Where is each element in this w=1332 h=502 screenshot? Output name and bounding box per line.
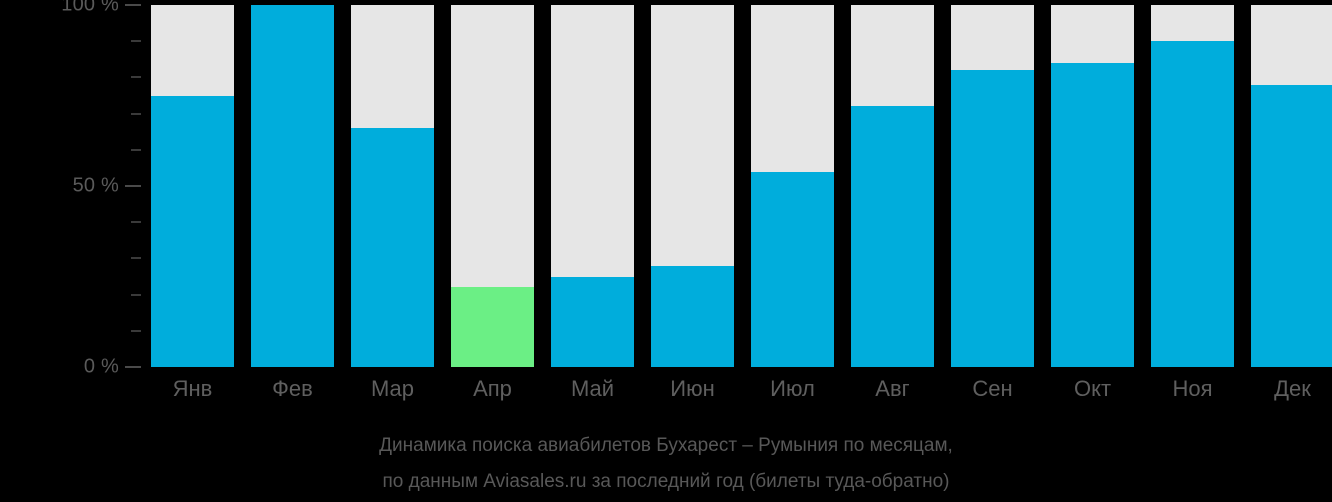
y-tick-minor xyxy=(131,257,141,260)
bar-fill[interactable] xyxy=(351,128,434,367)
bar-column[interactable] xyxy=(251,5,334,367)
caption-line-1: Динамика поиска авиабилетов Бухарест – Р… xyxy=(379,435,953,456)
bar-fill[interactable] xyxy=(251,5,334,367)
bar-fill[interactable] xyxy=(1151,41,1234,367)
bar-fill[interactable] xyxy=(951,70,1034,367)
y-axis-label: 50 % xyxy=(72,174,119,197)
bar-fill[interactable] xyxy=(1251,84,1332,367)
x-axis-label: Дек xyxy=(1274,376,1311,401)
y-tick-minor xyxy=(131,221,141,224)
bar-fill[interactable] xyxy=(651,265,734,367)
y-tick-major xyxy=(125,366,141,368)
x-axis-label: Май xyxy=(570,376,615,401)
bar-column[interactable] xyxy=(1151,5,1234,367)
bar-column[interactable] xyxy=(351,5,434,367)
y-tick-minor xyxy=(131,329,141,332)
bar-column[interactable] xyxy=(851,5,934,367)
x-axis-label: Июн xyxy=(670,376,715,401)
bar-fill[interactable] xyxy=(1051,62,1134,367)
x-axis-label: Апр xyxy=(473,376,512,401)
y-axis-label: 100 % xyxy=(61,0,119,16)
x-axis-label: Янв xyxy=(172,376,213,401)
x-axis-label: Авг xyxy=(875,376,910,401)
bar-column[interactable] xyxy=(751,5,834,367)
x-axis-label: Ноя xyxy=(1172,376,1213,401)
bar-fill[interactable] xyxy=(851,106,934,367)
chart-caption: Динамика поиска авиабилетов Бухарест – Р… xyxy=(0,428,1332,500)
y-tick-minor xyxy=(131,40,141,43)
bar-column[interactable] xyxy=(951,5,1034,367)
bar-column[interactable] xyxy=(451,5,534,367)
y-tick-minor xyxy=(131,112,141,115)
bar-fill[interactable] xyxy=(151,95,234,367)
x-axis-label: Июл xyxy=(770,376,815,401)
caption-line-2: по данным Aviasales.ru за последний год … xyxy=(382,471,950,492)
bar-column[interactable] xyxy=(551,5,634,367)
x-axis: Янв Фев Мар Апр Май Июн Июл Авг Сен Окт Ноя Дек xyxy=(151,376,1332,416)
plot-area xyxy=(151,5,1332,367)
bar-column[interactable] xyxy=(651,5,734,367)
x-axis-label: Фев xyxy=(272,376,313,401)
y-axis: 100 % 50 % 0 % xyxy=(0,0,141,380)
bar-column[interactable] xyxy=(151,5,234,367)
y-tick-major xyxy=(125,4,141,6)
y-tick-minor xyxy=(131,76,141,79)
bar-fill[interactable] xyxy=(551,276,634,367)
x-axis-label: Мар xyxy=(370,376,415,401)
y-tick-major xyxy=(125,185,141,187)
y-tick-minor xyxy=(131,293,141,296)
bar-column[interactable] xyxy=(1251,5,1332,367)
bar-fill[interactable] xyxy=(451,287,534,367)
y-axis-label: 0 % xyxy=(83,355,119,378)
x-axis-label: Сен xyxy=(972,376,1013,401)
y-tick-minor xyxy=(131,148,141,151)
x-axis-label: Окт xyxy=(1073,376,1112,401)
bar-fill[interactable] xyxy=(751,171,834,367)
bar-column[interactable] xyxy=(1051,5,1134,367)
